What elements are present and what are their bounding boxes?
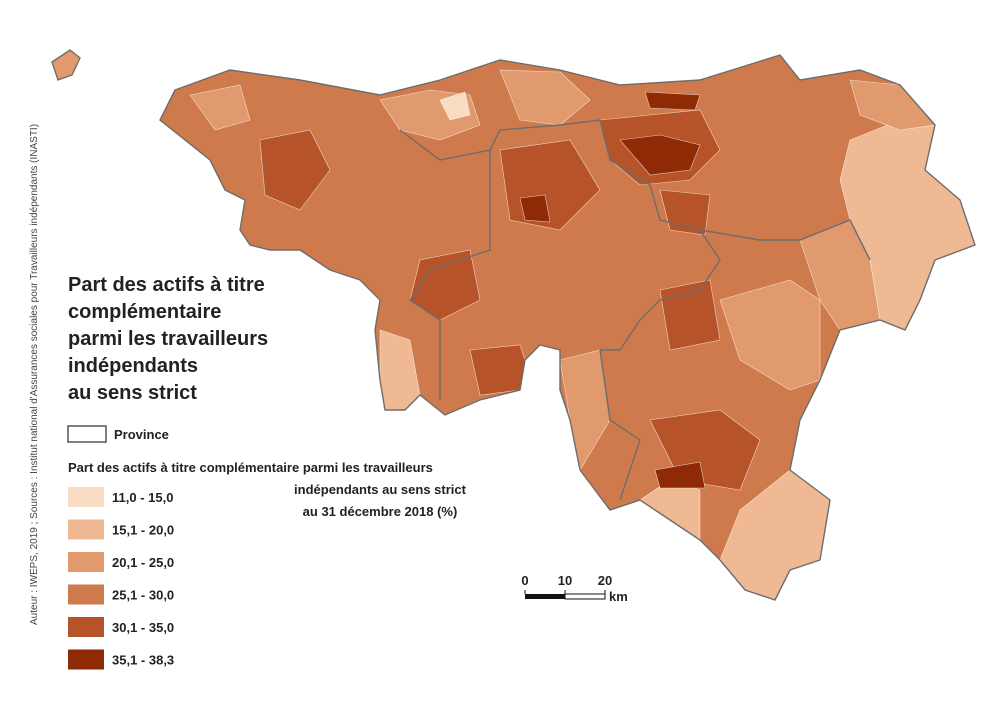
region <box>659 279 721 351</box>
scale-segment <box>525 594 565 599</box>
region <box>439 91 471 121</box>
region <box>499 69 591 126</box>
legend: Part des actifs à titre complémentaire p… <box>68 460 467 670</box>
region <box>619 134 701 176</box>
province-border <box>699 219 871 261</box>
legend-swatch <box>68 584 104 605</box>
legend-swatch <box>68 487 104 507</box>
province-border <box>599 349 641 501</box>
scale-unit: km <box>609 589 628 604</box>
legend-swatch <box>68 649 104 670</box>
legend-label: 11,0 - 15,0 <box>112 490 173 505</box>
map <box>51 49 976 601</box>
title-line: au sens strict <box>68 382 197 404</box>
title-line: indépendants <box>68 355 198 377</box>
legend-label: 30,1 - 35,0 <box>112 620 174 635</box>
legend-label: 25,1 - 30,0 <box>112 588 174 603</box>
source: Auteur : IWEPS, 2019 ; Sources : Institu… <box>29 124 40 625</box>
legend-title: Part des actifs à titre complémentaire p… <box>68 460 433 475</box>
title: Part des actifs à titre complémentaire par… <box>68 274 268 404</box>
region <box>654 461 706 489</box>
region <box>559 349 611 471</box>
legend-title: au 31 décembre 2018 (%) <box>303 504 458 519</box>
legend-label: 20,1 - 25,0 <box>112 555 174 570</box>
region <box>849 79 936 131</box>
legend-swatch <box>68 552 104 572</box>
scale-label: 20 <box>598 573 612 588</box>
scale-label: 10 <box>558 573 572 588</box>
province-borders <box>51 49 976 601</box>
region <box>189 84 251 131</box>
scale-segment <box>564 593 606 600</box>
title-line: parmi les travailleurs <box>68 328 268 350</box>
legend-title: indépendants au sens strict <box>294 482 467 497</box>
province-border <box>409 150 491 400</box>
legend-label: 15,1 - 20,0 <box>112 523 174 538</box>
region <box>409 249 481 321</box>
region <box>469 344 526 396</box>
province-swatch <box>67 425 107 443</box>
title-line: Part des actifs à titre <box>68 274 265 296</box>
region <box>644 91 701 111</box>
province-border <box>51 49 81 81</box>
province-border <box>159 54 976 601</box>
legend-swatch <box>68 617 104 637</box>
province-border <box>399 119 721 351</box>
region <box>259 129 331 211</box>
region <box>519 194 551 223</box>
legend-swatch <box>68 519 104 540</box>
legend-label: 35,1 - 38,3 <box>112 653 174 668</box>
scale-label: 0 <box>521 573 528 588</box>
title-line: complémentaire <box>68 301 221 323</box>
province-label: Province <box>114 427 169 442</box>
